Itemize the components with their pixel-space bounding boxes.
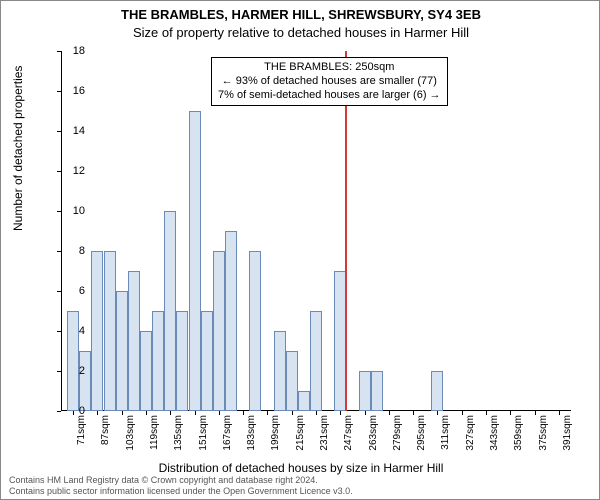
- x-tick-label: 247sqm: [343, 415, 354, 451]
- x-tick-label: 359sqm: [513, 415, 524, 451]
- x-tick-label: 199sqm: [270, 415, 281, 451]
- annotation-line-1: THE BRAMBLES: 250sqm: [218, 61, 441, 75]
- histogram-bar: [201, 311, 213, 411]
- y-tick-label: 8: [61, 245, 85, 257]
- histogram-bar: [189, 111, 201, 411]
- plot-area: 71sqm87sqm103sqm119sqm135sqm151sqm167sqm…: [61, 51, 571, 411]
- annotation-box: THE BRAMBLES: 250sqm← 93% of detached ho…: [211, 57, 448, 106]
- x-tick: [462, 411, 463, 415]
- histogram-bar: [274, 331, 286, 411]
- chart-title-address: THE BRAMBLES, HARMER HILL, SHREWSBURY, S…: [1, 7, 600, 22]
- x-tick: [510, 411, 511, 415]
- y-axis-label: Number of detached properties: [11, 66, 25, 231]
- x-tick-label: 87sqm: [100, 415, 111, 445]
- x-tick-label: 375sqm: [538, 415, 549, 451]
- y-tick-label: 14: [61, 125, 85, 137]
- histogram-bar: [225, 231, 237, 411]
- histogram-bar: [249, 251, 261, 411]
- y-axis-line: [61, 51, 62, 411]
- x-tick: [122, 411, 123, 415]
- histogram-bar: [431, 371, 443, 411]
- histogram-bar: [213, 251, 225, 411]
- histogram-bar: [176, 311, 188, 411]
- x-tick-label: 103sqm: [125, 415, 136, 451]
- histogram-bar: [79, 351, 91, 411]
- footer-line-1: Contains HM Land Registry data © Crown c…: [9, 475, 353, 485]
- annotation-line-3: 7% of semi-detached houses are larger (6…: [218, 89, 441, 103]
- x-tick-label: 263sqm: [368, 415, 379, 451]
- x-tick: [413, 411, 414, 415]
- x-tick: [389, 411, 390, 415]
- x-tick: [365, 411, 366, 415]
- x-tick-label: 135sqm: [173, 415, 184, 451]
- chart-container: { "title_line1": "THE BRAMBLES, HARMER H…: [0, 0, 600, 500]
- y-tick-label: 10: [61, 205, 85, 217]
- x-tick-label: 215sqm: [295, 415, 306, 451]
- histogram-bar: [152, 311, 164, 411]
- histogram-bar: [371, 371, 383, 411]
- x-axis-label: Distribution of detached houses by size …: [1, 461, 600, 475]
- x-tick: [559, 411, 560, 415]
- y-tick-label: 16: [61, 85, 85, 97]
- x-tick-label: 71sqm: [76, 415, 87, 445]
- y-tick-label: 6: [61, 285, 85, 297]
- x-tick: [243, 411, 244, 415]
- x-tick-label: 119sqm: [149, 415, 160, 450]
- x-tick-label: 151sqm: [198, 415, 209, 451]
- y-tick-label: 0: [61, 405, 85, 417]
- x-tick: [146, 411, 147, 415]
- x-tick: [195, 411, 196, 415]
- chart-subtitle: Size of property relative to detached ho…: [1, 25, 600, 40]
- histogram-bar: [164, 211, 176, 411]
- x-tick-label: 183sqm: [246, 415, 257, 451]
- x-tick: [535, 411, 536, 415]
- x-tick: [219, 411, 220, 415]
- x-tick-label: 231sqm: [319, 415, 330, 451]
- x-tick: [486, 411, 487, 415]
- histogram-bar: [128, 271, 140, 411]
- y-tick-label: 4: [61, 325, 85, 337]
- x-tick-label: 343sqm: [489, 415, 500, 451]
- footer-line-2: Contains public sector information licen…: [9, 486, 353, 496]
- attribution-footer: Contains HM Land Registry data © Crown c…: [9, 475, 353, 496]
- x-tick: [292, 411, 293, 415]
- histogram-bar: [140, 331, 152, 411]
- x-tick: [97, 411, 98, 415]
- x-tick-label: 327sqm: [465, 415, 476, 451]
- x-tick-label: 391sqm: [562, 415, 573, 451]
- x-tick-label: 279sqm: [392, 415, 403, 451]
- histogram-bar: [286, 351, 298, 411]
- histogram-bar: [104, 251, 116, 411]
- histogram-bar: [116, 291, 128, 411]
- histogram-bar: [91, 251, 103, 411]
- histogram-bar: [310, 311, 322, 411]
- x-tick: [170, 411, 171, 415]
- annotation-line-2: ← 93% of detached houses are smaller (77…: [218, 75, 441, 89]
- histogram-bar: [298, 391, 310, 411]
- x-tick: [267, 411, 268, 415]
- x-tick-label: 295sqm: [416, 415, 427, 451]
- x-tick: [437, 411, 438, 415]
- x-tick-label: 167sqm: [222, 415, 233, 451]
- x-tick: [340, 411, 341, 415]
- x-tick: [316, 411, 317, 415]
- histogram-bar: [359, 371, 371, 411]
- y-tick-label: 12: [61, 165, 85, 177]
- x-tick-label: 311sqm: [440, 415, 451, 450]
- y-tick-label: 18: [61, 45, 85, 57]
- y-tick-label: 2: [61, 365, 85, 377]
